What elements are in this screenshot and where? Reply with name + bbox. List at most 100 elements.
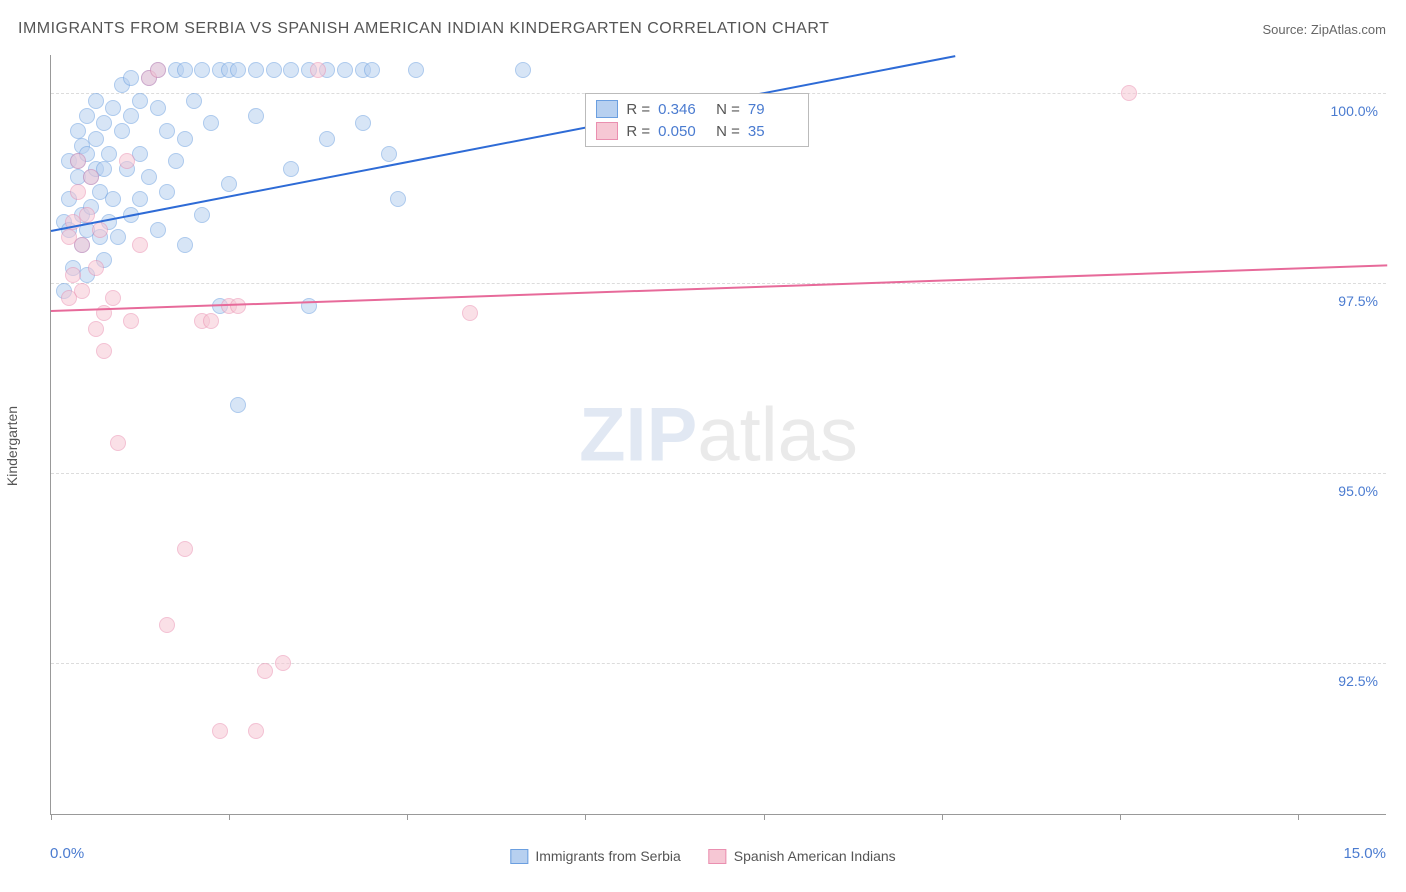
scatter-point (70, 169, 86, 185)
scatter-point (79, 267, 95, 283)
legend-swatch (596, 122, 618, 140)
legend-series-label: Spanish American Indians (734, 848, 896, 864)
trend-line (51, 264, 1387, 312)
gridline-h (51, 283, 1386, 284)
scatter-point (381, 146, 397, 162)
scatter-point (194, 62, 210, 78)
scatter-point (186, 93, 202, 109)
scatter-point (61, 153, 77, 169)
x-tick-mark (51, 814, 52, 820)
scatter-point (319, 131, 335, 147)
scatter-point (283, 62, 299, 78)
scatter-point (168, 62, 184, 78)
scatter-point (515, 62, 531, 78)
y-tick-label: 95.0% (1338, 483, 1378, 499)
source-link[interactable]: ZipAtlas.com (1311, 22, 1386, 37)
scatter-point (65, 267, 81, 283)
scatter-point (462, 305, 478, 321)
scatter-point (301, 62, 317, 78)
scatter-point (74, 237, 90, 253)
x-axis-min-label: 0.0% (50, 845, 84, 862)
scatter-point (119, 161, 135, 177)
scatter-point (132, 146, 148, 162)
legend-swatch (510, 849, 528, 864)
stats-legend: R =0.346N =79R =0.050N =35 (585, 93, 809, 147)
scatter-point (79, 108, 95, 124)
scatter-point (248, 62, 264, 78)
x-axis-max-label: 15.0% (1343, 845, 1386, 862)
x-tick-mark (229, 814, 230, 820)
scatter-point (355, 62, 371, 78)
scatter-point (141, 169, 157, 185)
scatter-point (230, 397, 246, 413)
scatter-point (168, 153, 184, 169)
scatter-point (337, 62, 353, 78)
legend-n-value: 79 (748, 101, 798, 118)
scatter-point (203, 115, 219, 131)
x-tick-mark (585, 814, 586, 820)
scatter-point (83, 169, 99, 185)
scatter-point (248, 723, 264, 739)
legend-n-value: 35 (748, 123, 798, 140)
scatter-point (110, 229, 126, 245)
scatter-point (194, 207, 210, 223)
scatter-point (70, 123, 86, 139)
scatter-point (88, 131, 104, 147)
scatter-point (257, 663, 273, 679)
scatter-point (177, 237, 193, 253)
watermark-logo-light: atlas (697, 392, 858, 477)
scatter-point (132, 237, 148, 253)
source-label: Source: (1262, 22, 1310, 37)
scatter-point (74, 283, 90, 299)
scatter-point (70, 153, 86, 169)
scatter-point (159, 123, 175, 139)
scatter-point (92, 184, 108, 200)
source-attribution: Source: ZipAtlas.com (1262, 22, 1386, 37)
legend-r-label: R = (626, 101, 650, 118)
scatter-point (150, 100, 166, 116)
legend-r-value: 0.346 (658, 101, 708, 118)
chart-title: IMMIGRANTS FROM SERBIA VS SPANISH AMERIC… (18, 20, 829, 38)
scatter-point (56, 283, 72, 299)
trend-line (51, 55, 955, 232)
bottom-legend-item: Spanish American Indians (709, 848, 896, 864)
scatter-point (92, 229, 108, 245)
scatter-point (159, 617, 175, 633)
scatter-point (88, 93, 104, 109)
y-tick-label: 97.5% (1338, 293, 1378, 309)
gridline-h (51, 473, 1386, 474)
scatter-point (310, 62, 326, 78)
scatter-point (74, 207, 90, 223)
scatter-point (70, 153, 86, 169)
scatter-point (79, 207, 95, 223)
gridline-h (51, 663, 1386, 664)
watermark-logo-bold: ZIP (579, 392, 697, 477)
scatter-point (114, 77, 130, 93)
legend-n-label: N = (716, 101, 740, 118)
scatter-point (177, 541, 193, 557)
scatter-point (132, 93, 148, 109)
legend-swatch (709, 849, 727, 864)
y-tick-label: 100.0% (1331, 103, 1378, 119)
scatter-point (364, 62, 380, 78)
scatter-point (194, 313, 210, 329)
scatter-point (132, 191, 148, 207)
scatter-point (61, 191, 77, 207)
scatter-point (74, 237, 90, 253)
scatter-point (177, 131, 193, 147)
scatter-point (92, 222, 108, 238)
scatter-point (96, 252, 112, 268)
scatter-point (141, 70, 157, 86)
scatter-point (203, 313, 219, 329)
scatter-point (96, 115, 112, 131)
scatter-point (70, 184, 86, 200)
y-axis-title: Kindergarten (4, 406, 20, 486)
scatter-point (65, 260, 81, 276)
bottom-legend-item: Immigrants from Serbia (510, 848, 680, 864)
bottom-legend: Immigrants from Serbia Spanish American I… (510, 848, 895, 864)
legend-n-label: N = (716, 123, 740, 140)
scatter-point (141, 70, 157, 86)
scatter-point (212, 723, 228, 739)
scatter-point (96, 161, 112, 177)
scatter-point (177, 62, 193, 78)
